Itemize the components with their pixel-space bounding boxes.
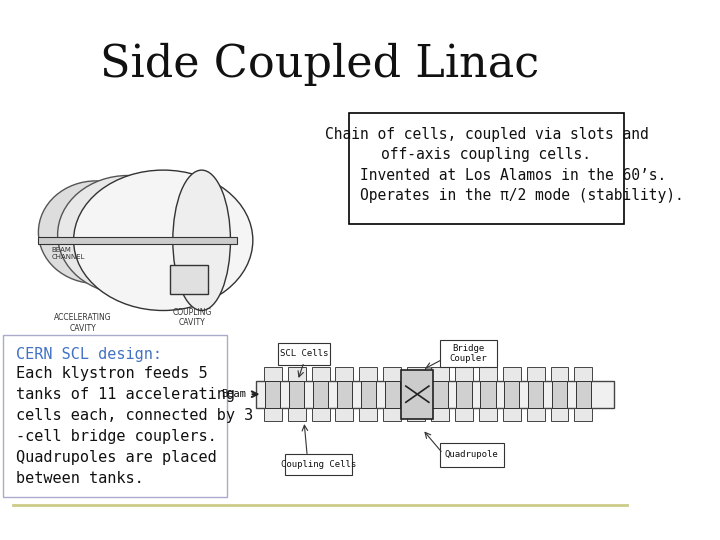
Bar: [526, 408, 544, 421]
FancyBboxPatch shape: [279, 343, 330, 364]
Text: Side Coupled Linac: Side Coupled Linac: [101, 43, 539, 86]
Bar: [289, 381, 305, 408]
FancyBboxPatch shape: [285, 454, 352, 475]
Bar: [359, 367, 377, 381]
Text: BEAM
CHANNEL: BEAM CHANNEL: [51, 247, 85, 260]
Text: SCL Cells: SCL Cells: [280, 349, 328, 358]
Bar: [313, 381, 328, 408]
Bar: [455, 408, 473, 421]
FancyBboxPatch shape: [440, 340, 498, 367]
Bar: [256, 381, 614, 408]
Bar: [408, 367, 425, 381]
Bar: [401, 370, 433, 418]
Bar: [38, 237, 237, 244]
FancyBboxPatch shape: [3, 335, 228, 497]
Bar: [288, 408, 305, 421]
Text: Chain of cells, coupled via slots and: Chain of cells, coupled via slots and: [325, 127, 648, 142]
Text: Bridge
Coupler: Bridge Coupler: [450, 344, 487, 363]
Bar: [431, 367, 449, 381]
Bar: [503, 367, 521, 381]
Bar: [431, 408, 449, 421]
Bar: [264, 367, 282, 381]
Bar: [551, 367, 569, 381]
Bar: [384, 381, 400, 408]
Bar: [265, 381, 281, 408]
Bar: [264, 408, 282, 421]
Bar: [552, 381, 567, 408]
Ellipse shape: [173, 170, 230, 310]
Bar: [526, 367, 544, 381]
Bar: [408, 381, 424, 408]
Bar: [408, 408, 425, 421]
Text: CERN SCL design:: CERN SCL design:: [16, 347, 162, 362]
Text: off-axis coupling cells.: off-axis coupling cells.: [382, 147, 591, 163]
Text: Coupling Cells: Coupling Cells: [281, 460, 356, 469]
Bar: [383, 408, 401, 421]
Text: Each klystron feeds 5
tanks of 11 accelerating
cells each, connected by 3
-cell : Each klystron feeds 5 tanks of 11 accele…: [16, 366, 253, 485]
Bar: [479, 408, 497, 421]
Ellipse shape: [58, 176, 199, 294]
Bar: [336, 408, 354, 421]
Bar: [503, 408, 521, 421]
Bar: [480, 381, 495, 408]
Text: Invented at Los Alamos in the 60’s.: Invented at Los Alamos in the 60’s.: [361, 168, 667, 183]
Bar: [361, 381, 376, 408]
Bar: [170, 265, 208, 294]
Bar: [336, 367, 354, 381]
Bar: [528, 381, 544, 408]
Text: Quadrupole: Quadrupole: [445, 450, 499, 459]
Bar: [504, 381, 519, 408]
Bar: [312, 367, 330, 381]
Bar: [383, 367, 401, 381]
Text: COUPLING
CAVITY: COUPLING CAVITY: [172, 308, 212, 327]
Text: Operates in the π/2 mode (stability).: Operates in the π/2 mode (stability).: [361, 188, 684, 204]
Bar: [312, 408, 330, 421]
Bar: [575, 367, 593, 381]
Bar: [576, 381, 591, 408]
Bar: [479, 367, 497, 381]
Bar: [359, 408, 377, 421]
Bar: [455, 367, 473, 381]
Ellipse shape: [73, 170, 253, 310]
Bar: [551, 408, 569, 421]
FancyBboxPatch shape: [440, 443, 504, 467]
FancyBboxPatch shape: [349, 113, 624, 224]
Text: ACCELERATING
CAVITY: ACCELERATING CAVITY: [55, 313, 112, 333]
Bar: [575, 408, 593, 421]
Text: Beam: Beam: [222, 389, 246, 399]
Bar: [456, 381, 472, 408]
Bar: [337, 381, 352, 408]
Bar: [288, 367, 305, 381]
Bar: [433, 381, 448, 408]
Ellipse shape: [38, 181, 153, 284]
